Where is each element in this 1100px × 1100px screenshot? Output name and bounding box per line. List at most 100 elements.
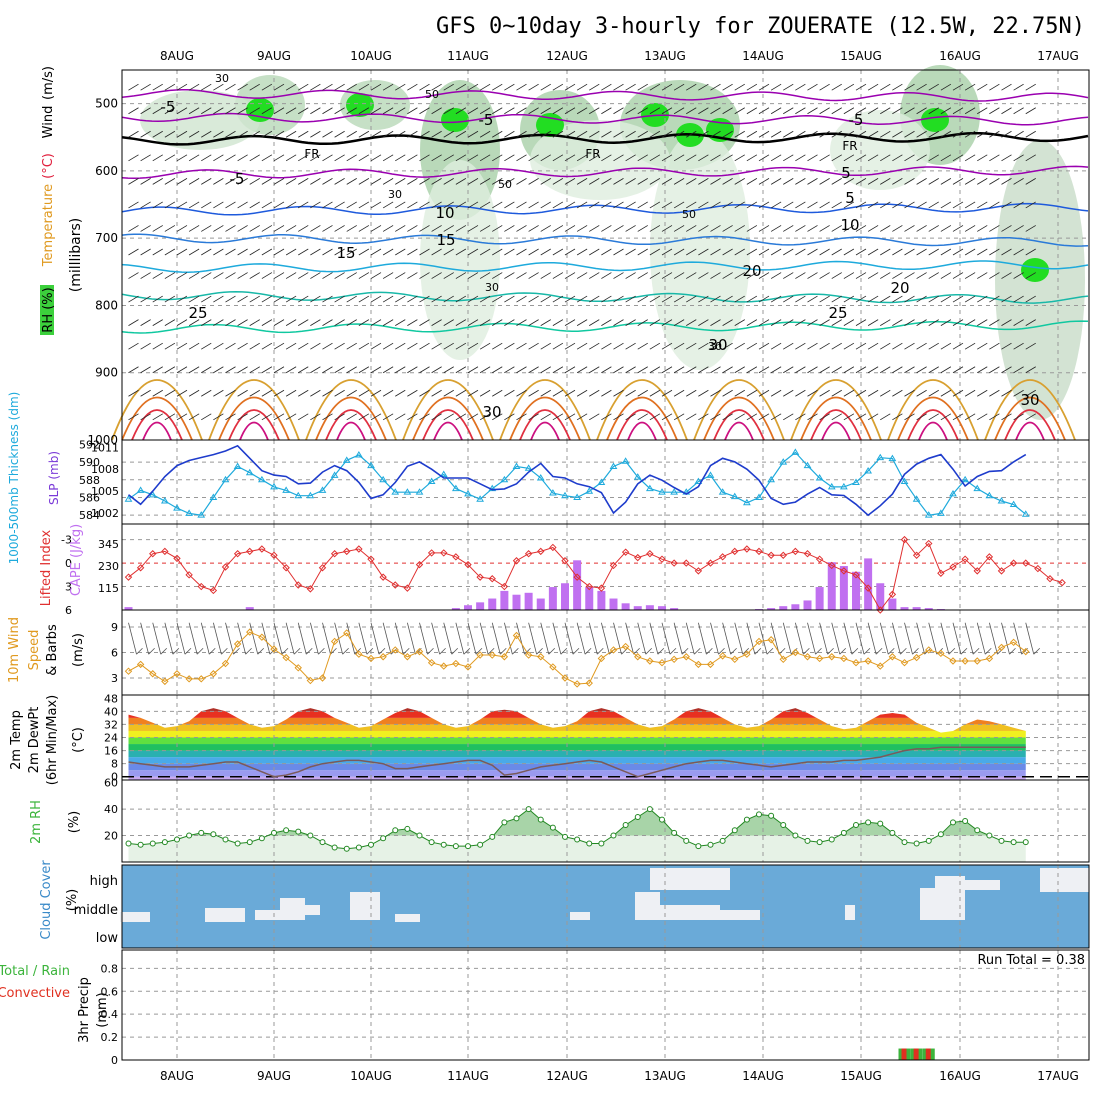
rh-tick-label: 20: [104, 830, 118, 843]
wind-barb: [807, 295, 818, 303]
lifted-index-marker: [440, 549, 448, 557]
thickness-marker: [354, 451, 363, 458]
wind-barb: [188, 130, 200, 138]
wind-barb: [964, 201, 976, 209]
wind-barb-10m: [625, 622, 635, 655]
wind-barb: [164, 295, 176, 303]
lifted-index-marker: [791, 547, 800, 556]
wind-barb: [395, 107, 406, 115]
wind-barb-10m: [649, 622, 659, 655]
cloud-block: [635, 892, 660, 920]
wind-barb: [419, 201, 430, 209]
wind-barb: [370, 130, 382, 138]
wind-barb: [783, 225, 794, 232]
wind-barb-10m: [451, 647, 459, 655]
wind-barb: [686, 178, 697, 185]
wind-barb: [128, 130, 139, 138]
wind-barb: [855, 366, 867, 374]
wind-barb: [164, 201, 176, 209]
wind-barb: [128, 201, 139, 209]
wind-barb: [952, 389, 964, 397]
precip-tick-label: 0.6: [101, 985, 119, 998]
wind-barb: [722, 342, 733, 350]
wind-barb: [952, 107, 964, 115]
wind-barb: [819, 319, 830, 326]
wind-barb: [564, 225, 576, 232]
wind-barb: [504, 295, 515, 303]
wind-barb: [940, 154, 952, 162]
wind-barb: [285, 342, 297, 350]
wind-barb: [237, 413, 248, 421]
wind-barb-10m: [1013, 622, 1023, 655]
thickness-tick-label: 584: [79, 509, 100, 522]
wind-speed-line: [128, 631, 1027, 685]
wind-barb: [940, 342, 952, 350]
wind-barb: [928, 295, 939, 303]
wind-barb: [225, 319, 236, 326]
wind-barb: [977, 272, 988, 279]
wind-barb: [843, 107, 855, 115]
wind-barb: [201, 389, 212, 397]
wind-barb-10m: [128, 622, 137, 655]
wind-barb: [686, 413, 697, 421]
wind-speed-marker: [185, 675, 193, 683]
wind-barb-10m: [479, 622, 489, 655]
wind-barb: [746, 248, 758, 256]
wind-barb: [188, 107, 200, 115]
thickness-marker: [270, 482, 278, 490]
thickness-marker: [912, 495, 921, 502]
cape-bar: [524, 592, 533, 610]
wind-barb: [285, 248, 297, 256]
wind-barb: [661, 366, 673, 374]
wind-barb: [770, 154, 782, 162]
wind-barb: [758, 342, 770, 350]
rh-marker: [501, 819, 508, 826]
wind-barb: [916, 319, 927, 326]
thickness-marker: [512, 462, 521, 470]
wind-barb: [564, 272, 576, 279]
thickness-marker: [197, 511, 206, 518]
thickness-marker: [730, 492, 739, 500]
wind-barb: [298, 272, 309, 279]
wind-barb: [795, 319, 806, 326]
rh-marker: [319, 839, 326, 846]
wind-barb: [770, 178, 782, 185]
lifted-index-marker: [415, 560, 424, 569]
isotherm-line: [121, 260, 1089, 273]
wind-barb: [188, 413, 200, 421]
wind-barb: [686, 389, 697, 397]
wind-barb: [904, 342, 915, 350]
wind-barb: [225, 366, 236, 374]
wind-barb: [576, 295, 588, 303]
wind-barb: [237, 319, 248, 326]
lifted-index-marker: [900, 535, 909, 544]
wind-barb: [746, 130, 758, 138]
wind-barb: [589, 295, 600, 303]
wind-barb: [213, 154, 224, 162]
wind-barb: [601, 295, 612, 303]
wind-barb-10m: [176, 622, 186, 655]
wind-barb-10m: [960, 647, 968, 655]
pressure-tick-label: 500: [95, 97, 118, 111]
wind-barb: [504, 178, 515, 185]
cape-bar: [827, 562, 836, 610]
wind-barb: [237, 248, 248, 256]
wind-barb: [819, 295, 830, 303]
wind-barb: [128, 107, 139, 115]
thickness-marker: [888, 454, 897, 462]
wind-barb-10m: [439, 647, 446, 655]
wind-barb: [370, 366, 382, 374]
wind-barb: [625, 272, 636, 279]
wind-barb: [273, 154, 285, 162]
wind-barb: [540, 272, 551, 279]
cape-bar: [670, 608, 679, 610]
wind-barb-10m: [136, 647, 143, 655]
isotherm-line: [121, 233, 1089, 247]
wind-barb: [625, 389, 636, 397]
wind-barb: [249, 201, 260, 209]
wind-barb: [673, 295, 685, 303]
wind-barb: [431, 178, 442, 185]
wind-barb: [346, 389, 357, 397]
wind-barb: [455, 366, 467, 374]
wind-barb: [686, 295, 697, 303]
